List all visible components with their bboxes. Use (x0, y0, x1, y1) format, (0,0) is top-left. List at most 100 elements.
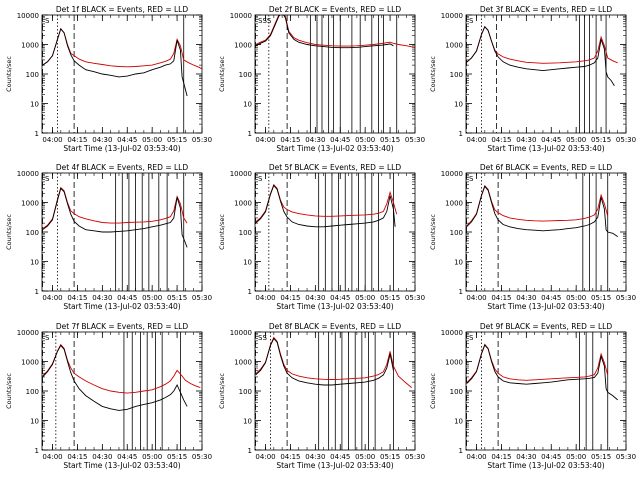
y-tick-label: 1000 (445, 200, 463, 208)
x-tick-label: 05:00 (566, 294, 586, 302)
x-axis-label: Start Time (13-Jul-02 03:53:40) (487, 144, 604, 153)
x-tick-label: 05:30 (616, 294, 636, 302)
chart-panel-7: 1 10 100 1000 10000 04:00 04:15 04:30 04:45 05:00… (5, 322, 212, 470)
plot-area (42, 173, 188, 291)
y-tick-label: 10000 (230, 170, 252, 178)
x-tick-label: 05:30 (405, 453, 425, 461)
y-tick-label: 1 (35, 288, 39, 296)
annotation-label: S (45, 17, 50, 25)
lld-series-line (42, 186, 188, 229)
x-tick-label: 04:45 (541, 294, 561, 302)
x-tick-label: 04:15 (67, 136, 87, 144)
chart-title: Det 4f BLACK = Events, RED = LLD (56, 163, 189, 172)
annotation-label: S (258, 175, 263, 183)
y-axis-label: Counts/sec (5, 56, 13, 92)
x-axis-label: Start Time (13-Jul-02 03:53:40) (276, 461, 393, 470)
lld-series-line (255, 183, 398, 223)
y-tick-label: 10 (454, 259, 463, 267)
x-tick-label: 05:15 (167, 294, 187, 302)
x-tick-label: 04:30 (305, 294, 325, 302)
x-tick-label: 04:30 (92, 136, 112, 144)
y-tick-label: 1 (248, 447, 252, 455)
x-tick-label: 04:00 (255, 453, 275, 461)
x-tick-label: 05:15 (167, 136, 187, 144)
events-series-line (466, 25, 615, 86)
x-tick-label: 05:00 (566, 136, 586, 144)
y-axis-label: Counts/sec (429, 214, 437, 250)
y-axis-label: Counts/sec (429, 56, 437, 92)
y-tick-label: 1 (459, 288, 463, 296)
x-tick-label: 05:15 (380, 294, 400, 302)
x-tick-label: 04:00 (42, 136, 62, 144)
y-tick-label: 1000 (234, 200, 252, 208)
plot-area (42, 15, 202, 133)
x-tick-label: 04:30 (516, 453, 536, 461)
y-tick-label: 1000 (445, 42, 463, 50)
x-tick-label: 04:45 (541, 453, 561, 461)
x-tick-label: 04:45 (330, 453, 350, 461)
chart-title: Det 7f BLACK = Events, RED = LLD (56, 322, 189, 331)
x-tick-label: 05:00 (355, 136, 375, 144)
lld-series-line (466, 25, 618, 64)
chart-title: Det 2f BLACK = Events, RED = LLD (269, 5, 402, 14)
x-tick-label: 04:15 (280, 136, 300, 144)
y-tick-label: 100 (450, 229, 463, 237)
y-tick-label: 1000 (445, 359, 463, 367)
chart-title: Det 9f BLACK = Events, RED = LLD (480, 322, 613, 331)
x-tick-label: 04:00 (466, 294, 486, 302)
events-series-line (466, 185, 618, 237)
x-axis-label: Start Time (13-Jul-02 03:53:40) (487, 302, 604, 311)
y-tick-label: 10 (243, 418, 252, 426)
x-tick-label: 04:30 (92, 294, 112, 302)
x-tick-label: 05:00 (355, 294, 375, 302)
y-tick-label: 1 (248, 288, 252, 296)
y-tick-label: 1000 (21, 200, 39, 208)
annotation-label: S (469, 175, 474, 183)
plot-frame (254, 172, 416, 292)
plot-area (255, 332, 412, 450)
plot-area (466, 332, 618, 450)
x-tick-label: 04:45 (541, 136, 561, 144)
y-tick-label: 10000 (441, 170, 463, 178)
x-tick-label: 04:30 (516, 294, 536, 302)
events-series-line (255, 184, 396, 228)
plot-area (466, 15, 618, 133)
x-tick-label: 04:30 (305, 453, 325, 461)
y-tick-label: 10000 (17, 170, 39, 178)
chart-panel-9: 1 10 100 1000 10000 04:00 04:15 04:30 04:45 05:00… (429, 322, 636, 470)
x-tick-label: 05:00 (355, 453, 375, 461)
chart-panel-2: 1 10 100 1000 10000 04:00 04:15 04:30 04:45 05:00… (218, 5, 425, 153)
x-tick-label: 05:30 (616, 453, 636, 461)
y-tick-label: 10000 (230, 12, 252, 20)
x-tick-label: 05:15 (380, 136, 400, 144)
x-tick-label: 04:15 (280, 453, 300, 461)
x-tick-label: 04:45 (117, 136, 137, 144)
lld-series-line (255, 15, 415, 48)
events-series-line (255, 15, 394, 49)
y-tick-label: 100 (239, 388, 252, 396)
lld-series-line (42, 27, 202, 70)
y-tick-label: 10 (30, 259, 39, 267)
events-series-line (255, 337, 394, 386)
y-tick-label: 10000 (441, 12, 463, 20)
events-series-line (42, 187, 188, 248)
lld-series-line (466, 184, 609, 227)
x-tick-label: 04:15 (67, 294, 87, 302)
x-axis-label: Start Time (13-Jul-02 03:53:40) (276, 144, 393, 153)
plot-frame (254, 331, 416, 451)
y-tick-label: 100 (239, 71, 252, 79)
x-tick-label: 05:00 (142, 294, 162, 302)
x-tick-label: 04:45 (330, 294, 350, 302)
x-tick-label: 04:15 (67, 453, 87, 461)
y-axis-label: Counts/sec (218, 214, 226, 250)
y-tick-label: 1 (459, 130, 463, 138)
events-series-line (42, 27, 188, 97)
y-tick-label: 10 (454, 418, 463, 426)
x-axis-label: Start Time (13-Jul-02 03:53:40) (276, 302, 393, 311)
x-tick-label: 04:00 (42, 294, 62, 302)
x-tick-label: 05:15 (591, 453, 611, 461)
chart-panel-5: 1 10 100 1000 10000 04:00 04:15 04:30 04:45 05:00… (218, 163, 425, 311)
chart-panel-8: 1 10 100 1000 10000 04:00 04:15 04:30 04:45 05:00… (218, 322, 425, 470)
x-tick-label: 05:30 (405, 136, 425, 144)
